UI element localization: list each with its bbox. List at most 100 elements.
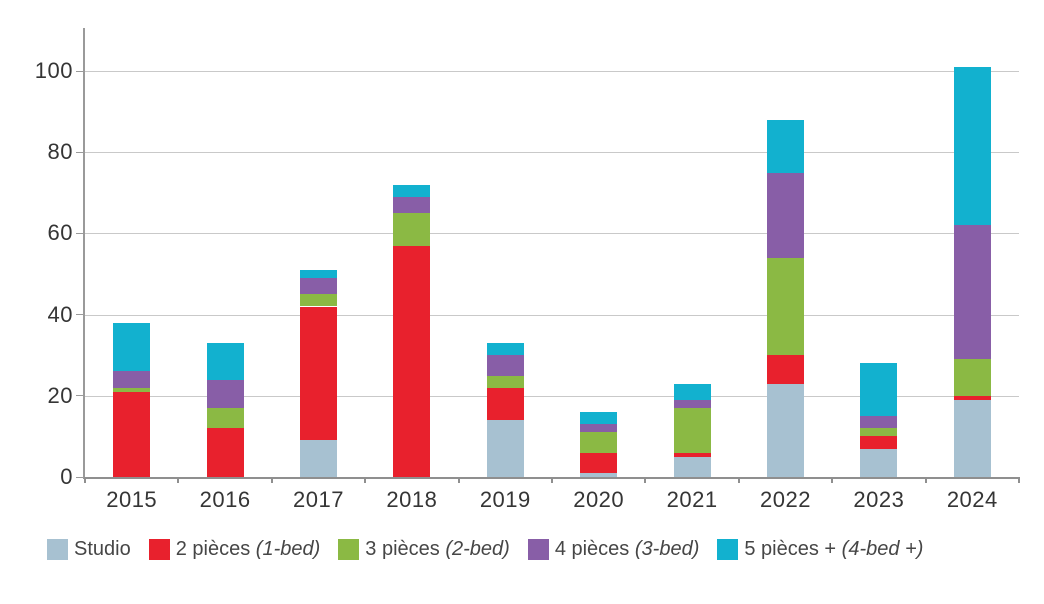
x-axis-tick xyxy=(924,477,927,483)
legend-label-translation: (2-bed) xyxy=(445,538,510,560)
bar-2020 xyxy=(580,412,618,477)
plot-area: 0 20 40 60 80 100 2015 2016 2017 2018 2019 2020 2021… xyxy=(35,28,1020,512)
bar-segment-2023-2-pièces xyxy=(860,436,898,449)
bar-segment-2023-studio xyxy=(860,448,898,477)
bar-segment-2021-3-pièces xyxy=(673,407,711,453)
bar-segment-2015-2-pièces xyxy=(113,391,151,477)
bar-segment-2015-3-pièces xyxy=(113,387,151,392)
bar-segment-2024-3-pièces xyxy=(953,359,991,396)
bar-segment-2020-4-pièces xyxy=(580,424,618,433)
bar-segment-2024-2-pièces xyxy=(953,395,991,400)
bar-2018 xyxy=(393,184,431,477)
x-axis-label-2024: 2024 xyxy=(946,487,998,512)
bar-segment-2023-5-pièces-+ xyxy=(860,363,898,417)
bar-segment-2019-3-pièces xyxy=(486,375,524,388)
y-axis-tick xyxy=(76,70,85,72)
y-axis-tick xyxy=(76,232,85,234)
bar-segment-2022-4-pièces xyxy=(767,172,804,258)
bar-2024 xyxy=(953,66,991,477)
x-axis-label-2017: 2017 xyxy=(293,487,344,512)
bar-segment-2019-4-pièces xyxy=(486,355,524,376)
x-axis-tick xyxy=(364,477,367,483)
bar-segment-2022-2-pièces xyxy=(767,355,804,384)
bar-segment-2021-2-pièces xyxy=(673,452,711,457)
x-axis-label-2015: 2015 xyxy=(106,487,158,512)
bar-segment-2019-studio xyxy=(486,420,524,477)
legend-label-translation: (1-bed) xyxy=(255,538,321,560)
bar-segment-2016-2-pièces xyxy=(206,428,244,477)
legend-item-4-pièces: 4 pièces (3-bed) xyxy=(527,538,700,561)
bar-2017 xyxy=(300,269,337,477)
x-axis-tick xyxy=(551,477,553,483)
y-axis-tick xyxy=(76,395,85,397)
x-axis-tick xyxy=(84,477,86,483)
bar-segment-2018-5-pièces-+ xyxy=(393,184,431,197)
bar-segment-2021-studio xyxy=(673,456,711,477)
bar-segment-2018-2-pièces xyxy=(393,245,431,477)
bar-segment-2024-studio xyxy=(953,399,991,477)
x-axis-label-2016: 2016 xyxy=(199,487,251,512)
bar-2021 xyxy=(673,383,711,477)
legend-label: 5 pièces + (4-bed +) xyxy=(744,538,924,560)
y-axis-tick-label: 80 xyxy=(47,139,73,165)
bar-segment-2017-5-pièces-+ xyxy=(300,269,337,279)
bar-segment-2017-studio xyxy=(300,440,337,477)
bar-segment-2024-5-pièces-+ xyxy=(953,66,991,226)
x-axis-tick xyxy=(644,477,647,483)
y-axis-tick-label: 0 xyxy=(60,464,73,489)
gridline-80 xyxy=(85,152,1019,154)
legend-label-translation: (3-bed) xyxy=(634,538,700,560)
bar-2015 xyxy=(113,322,151,477)
x-axis-tick xyxy=(831,477,834,483)
legend-label-translation: (4-bed +) xyxy=(841,538,924,560)
gridline-20 xyxy=(85,395,1019,397)
bar-segment-2024-4-pièces xyxy=(953,225,991,360)
bar-segment-2023-3-pièces xyxy=(860,428,898,437)
y-axis-tick-label: 100 xyxy=(34,58,73,83)
y-axis-tick-label: 40 xyxy=(47,301,73,327)
bar-2019 xyxy=(486,343,524,477)
bar-segment-2018-4-pièces xyxy=(393,196,431,214)
legend-swatch xyxy=(148,539,170,560)
y-axis-tick-label: 60 xyxy=(47,220,73,246)
bar-segment-2018-3-pièces xyxy=(393,213,431,246)
x-axis-label-2019: 2019 xyxy=(479,487,531,512)
bar-segment-2020-studio xyxy=(580,472,618,477)
bar-2016 xyxy=(206,343,244,477)
legend-label: Studio xyxy=(74,538,131,560)
bar-segment-2016-5-pièces-+ xyxy=(206,343,244,380)
bar-2023 xyxy=(860,363,898,477)
x-axis-label-2018: 2018 xyxy=(386,487,438,512)
bar-segment-2017-3-pièces xyxy=(300,294,337,307)
x-axis-tick xyxy=(1018,477,1020,483)
y-axis-tick xyxy=(76,151,85,153)
bar-segment-2021-5-pièces-+ xyxy=(673,383,711,400)
bar-segment-2019-2-pièces xyxy=(486,387,524,421)
legend-swatch xyxy=(338,539,360,560)
x-axis-label-2020: 2020 xyxy=(573,487,625,512)
gridline-40 xyxy=(85,314,1019,316)
x-axis-label-2022: 2022 xyxy=(760,487,811,512)
x-axis-label-2023: 2023 xyxy=(853,487,905,512)
bar-segment-2017-2-pièces xyxy=(300,306,337,441)
legend-swatch xyxy=(717,539,739,560)
x-axis-tick xyxy=(457,477,460,483)
y-axis-tick-label: 20 xyxy=(47,382,73,408)
bar-segment-2015-5-pièces-+ xyxy=(113,322,151,372)
gridline-60 xyxy=(85,233,1019,235)
bar-segment-2022-studio xyxy=(767,383,804,477)
bar-segment-2021-4-pièces xyxy=(673,399,711,408)
legend-label: 4 pièces (3-bed) xyxy=(554,538,700,560)
legend-item-3-pièces: 3 pièces (2-bed) xyxy=(338,538,510,561)
bar-segment-2017-4-pièces xyxy=(300,278,337,295)
bar-segment-2016-3-pièces xyxy=(206,407,244,429)
bar-2022 xyxy=(767,119,804,477)
y-axis-tick xyxy=(76,314,85,316)
chart-legend: Studio 2 pièces (1-bed) 3 pièces (2-bed) 4 … xyxy=(47,538,923,561)
bar-segment-2016-4-pièces xyxy=(206,379,244,408)
legend-label: 2 pièces (1-bed) xyxy=(175,538,321,560)
x-axis-tick xyxy=(737,477,740,483)
bar-segment-2020-3-pièces xyxy=(580,432,618,453)
legend-item-5-pièces-+: 5 pièces + (4-bed +) xyxy=(717,538,923,561)
bar-segment-2023-4-pièces xyxy=(860,416,898,429)
